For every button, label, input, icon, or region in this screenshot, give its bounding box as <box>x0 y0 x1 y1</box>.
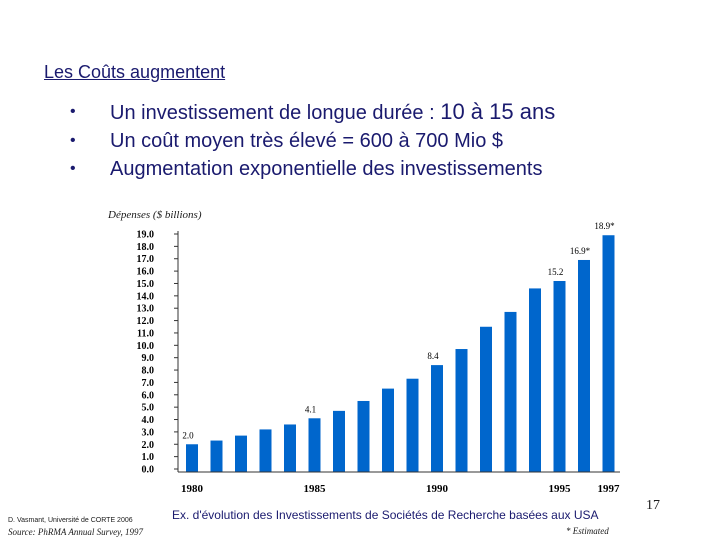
y-tick-label: 8.0 <box>142 366 155 377</box>
y-tick-label: 6.0 <box>142 390 155 401</box>
bullet-text: Un coût moyen très élevé = 600 à 700 Mio… <box>110 130 504 152</box>
y-tick-label: 4.0 <box>142 415 155 426</box>
bar-1995 <box>553 281 566 472</box>
x-tick-label: 1985 <box>304 483 327 495</box>
bullet-icon: • <box>70 132 76 149</box>
bullet-item: • Un investissement de longue durée : 10 … <box>70 98 555 127</box>
bar-1989 <box>406 378 419 472</box>
bullet-list: • Un investissement de longue durée : 10 … <box>70 98 555 183</box>
y-tick-label: 18.0 <box>137 242 155 253</box>
data-label: 15.2 <box>548 267 564 277</box>
y-tick-label: 15.0 <box>137 279 155 290</box>
y-tick-label: 5.0 <box>142 403 155 414</box>
y-tick-label: 10.0 <box>137 341 155 352</box>
bar-1988 <box>382 388 394 472</box>
bullet-text: Augmentation exponentielle des investiss… <box>110 158 543 180</box>
chart-caption: Ex. d'évolution des Investissements de S… <box>172 508 599 522</box>
estimated-note: * Estimated <box>566 526 609 536</box>
bar-1980 <box>186 444 198 472</box>
x-tick-label: 1995 <box>549 483 572 495</box>
bar-1985 <box>308 418 321 472</box>
bar-1987 <box>357 400 370 472</box>
bullet-item: • Augmentation exponentielle des investis… <box>70 155 555 183</box>
data-label: 2.0 <box>182 430 194 440</box>
bullet-icon: • <box>70 103 76 120</box>
author-credit: D. Vasmant, Université de CORTE 2006 <box>8 517 133 524</box>
data-label: 4.1 <box>305 404 316 414</box>
bullet-text: Un investissement de longue durée : <box>110 102 441 124</box>
bullet-icon: • <box>70 160 76 177</box>
slide-title: Les Coûts augmentent <box>44 62 226 82</box>
bar-1984 <box>284 424 296 472</box>
bullet-emphasis: 10 à 15 ans <box>440 99 556 124</box>
x-tick-label: 1997 <box>598 483 621 495</box>
y-tick-label: 12.0 <box>137 316 155 327</box>
bar-1993 <box>504 311 517 472</box>
bar-1982 <box>235 435 247 472</box>
y-tick-label: 9.0 <box>142 353 155 364</box>
bar-1991 <box>455 349 468 472</box>
bar-1992 <box>480 326 492 472</box>
data-label: 8.4 <box>427 351 439 361</box>
data-label: 18.9* <box>594 221 615 231</box>
y-tick-label: 19.0 <box>137 230 155 241</box>
y-tick-label: 14.0 <box>137 291 155 302</box>
bar-1997 <box>602 235 615 472</box>
y-tick-label: 2.0 <box>142 440 155 451</box>
source-note: Source: PhRMA Annual Survey, 1997 <box>8 527 144 537</box>
bar-1994 <box>529 288 541 472</box>
y-tick-label: 1.0 <box>142 452 155 463</box>
bar-1983 <box>259 429 272 472</box>
page-number: 17 <box>646 498 660 513</box>
x-tick-label: 1990 <box>426 483 449 495</box>
y-tick-label: 17.0 <box>137 254 155 265</box>
bullet-item: • Un coût moyen très élevé = 600 à 700 Mi… <box>70 127 555 155</box>
y-tick-label: 13.0 <box>137 304 155 315</box>
bar-1981 <box>210 440 223 472</box>
y-tick-label: 11.0 <box>137 328 154 339</box>
bar-1996 <box>578 259 590 472</box>
chart-title: Dépenses ($ billions) <box>107 209 202 221</box>
bar-1990 <box>431 365 443 472</box>
y-tick-label: 0.0 <box>142 465 155 476</box>
bar-1986 <box>333 410 345 472</box>
y-tick-label: 16.0 <box>137 267 155 278</box>
data-label: 16.9* <box>570 246 591 256</box>
y-tick-label: 7.0 <box>142 378 155 389</box>
x-tick-label: 1980 <box>181 483 204 495</box>
y-tick-label: 3.0 <box>142 427 155 438</box>
